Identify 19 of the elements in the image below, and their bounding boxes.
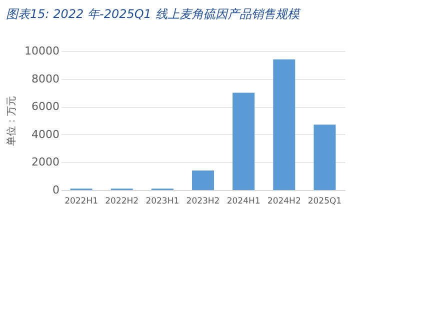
chart-title: 图表15: 2022 年-2025Q1 线上麦角硫因产品销售规模 — [6, 7, 302, 21]
y-tick-label: 2000 — [32, 156, 60, 169]
y-tick-label: 10000 — [24, 44, 60, 58]
y-tick-label: 4000 — [32, 128, 60, 141]
x-tick-label: 2022H2 — [105, 196, 139, 206]
bar — [273, 59, 296, 190]
x-tick-label: 2023H2 — [186, 196, 220, 206]
bar — [232, 92, 255, 190]
x-tick-label: 2024H2 — [267, 196, 301, 206]
y-tick-label: 6000 — [32, 100, 60, 114]
y-tick-label: 0 — [52, 184, 60, 196]
bar — [192, 170, 214, 190]
y-tick-label: 8000 — [32, 72, 60, 86]
x-tick-label: 2023H1 — [146, 196, 180, 206]
y-axis-title: 单位：万元 — [6, 96, 18, 146]
bar — [314, 124, 336, 190]
x-tick-label: 2024H1 — [226, 196, 260, 206]
x-tick-label: 2025Q1 — [308, 196, 342, 206]
x-tick-label: 2022H1 — [64, 196, 98, 206]
